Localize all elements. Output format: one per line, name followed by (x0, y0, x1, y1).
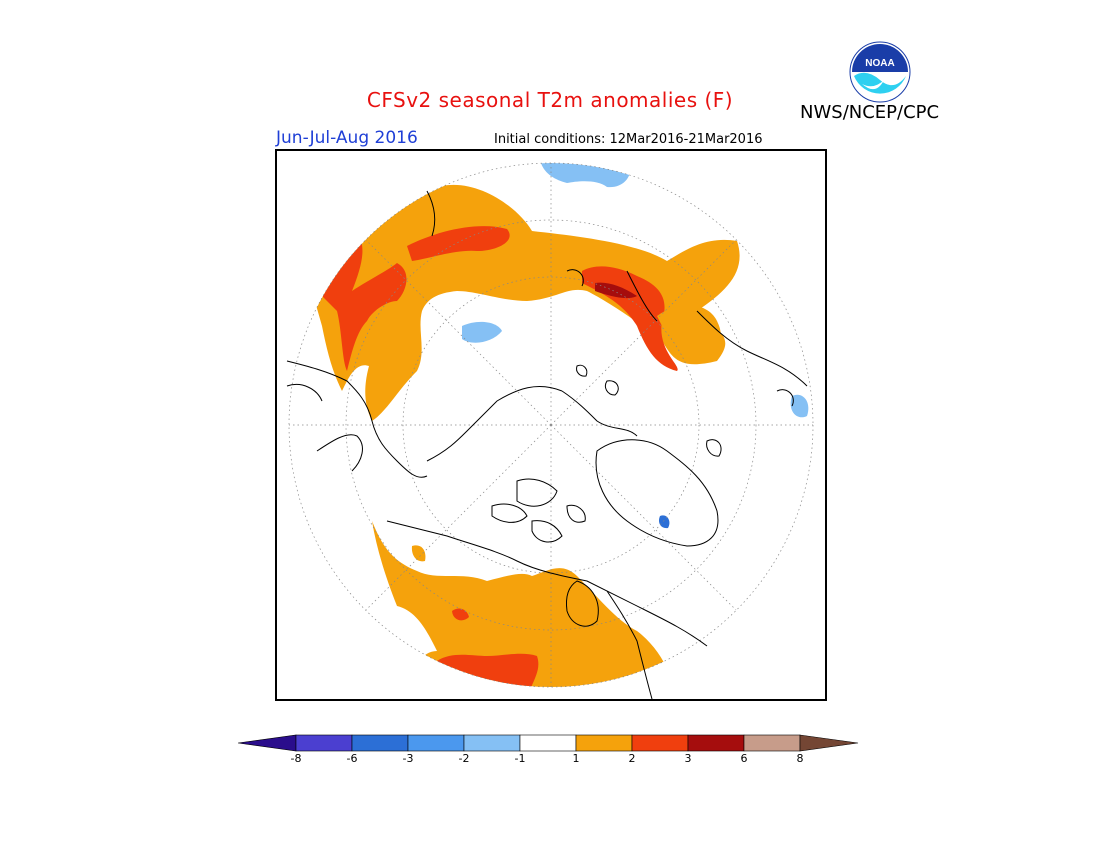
anomaly-area-us-red (429, 653, 539, 687)
colorbar-tick-label: 1 (572, 752, 580, 765)
anomaly-area-north-america (372, 521, 677, 687)
polar-map (286, 162, 814, 699)
map-title: CFSv2 seasonal T2m anomalies (F) (366, 88, 734, 112)
colorbar-tick-label: -3 (402, 752, 414, 765)
anomaly-area-small-red (452, 608, 469, 621)
anomaly-area-pacific-blue (790, 394, 809, 418)
colorbar-tick-label: -2 (458, 752, 470, 765)
anomaly-area-chukotka (595, 282, 637, 299)
colorbar-tick-label: 2 (628, 752, 636, 765)
colorbar-tick-label: -1 (514, 752, 526, 765)
colorbar-tick-label: -6 (346, 752, 358, 765)
colorbar-swatch (407, 734, 465, 752)
initial-conditions-label: Initial conditions: 12Mar2016-21Mar2016 (494, 132, 763, 147)
colorbar-tick-label: 3 (684, 752, 692, 765)
colorbar-swatch (687, 734, 745, 752)
colorbar-arrow-low (238, 734, 297, 752)
colorbar-swatch (295, 734, 353, 752)
colorbar-swatch (631, 734, 689, 752)
map-frame (275, 149, 827, 701)
colorbar-tick-label: 8 (796, 752, 804, 765)
agency-label: NWS/NCEP/CPC (800, 102, 940, 123)
anomaly-area-arctic-blue (539, 163, 631, 188)
noaa-logo-icon: NOAA (849, 41, 911, 103)
colorbar-tick-label: 6 (740, 752, 748, 765)
anomaly-area-us-darkred (472, 683, 502, 687)
colorbar-swatch (519, 734, 577, 752)
anomaly-area-caspian-blue (462, 321, 502, 343)
colorbar-tick-label: -8 (290, 752, 302, 765)
colorbar (238, 734, 859, 752)
anomaly-area-west-coast (411, 545, 426, 562)
logo-text: NOAA (865, 58, 894, 69)
colorbar-swatch (575, 734, 633, 752)
coastlines (286, 190, 808, 699)
anomaly-fields (312, 163, 809, 687)
graticule (288, 162, 814, 688)
colorbar-arrow-high (799, 734, 859, 752)
season-label: Jun-Jul-Aug 2016 (276, 128, 418, 148)
colorbar-swatch (463, 734, 521, 752)
anomaly-area-greenland-blue (658, 515, 670, 529)
colorbar-swatch (351, 734, 409, 752)
anomaly-area-siberia (407, 226, 510, 261)
colorbar-swatch (743, 734, 801, 752)
